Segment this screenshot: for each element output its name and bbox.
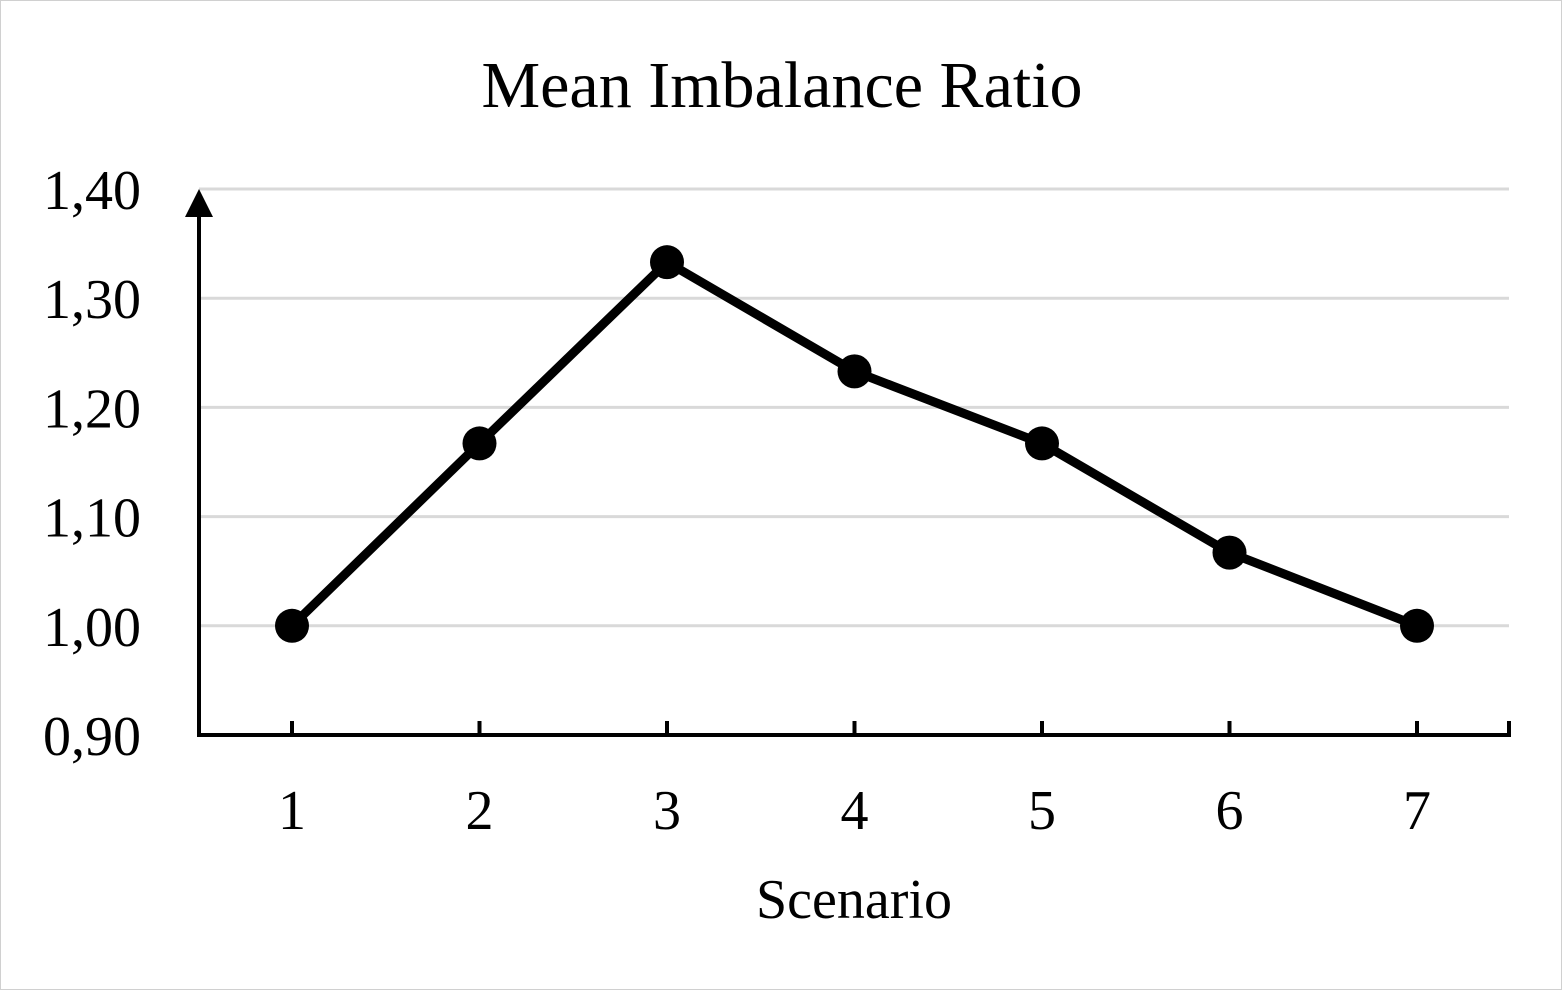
y-tick-label: 1,30 xyxy=(43,269,141,331)
data-point xyxy=(837,354,872,389)
x-tick-label: 2 xyxy=(466,780,494,842)
axes xyxy=(185,189,1511,737)
x-tick-label: 4 xyxy=(841,780,869,842)
x-tick-label: 1 xyxy=(278,780,306,842)
y-tick-label: 1,00 xyxy=(43,597,141,659)
series-line xyxy=(288,257,1419,630)
data-point xyxy=(1212,535,1247,570)
x-tick-labels: 1 2 3 4 5 6 7 xyxy=(278,780,1431,842)
y-tick-labels: 0,90 1,00 1,10 1,20 1,30 1,40 xyxy=(43,160,141,768)
data-point xyxy=(462,426,497,461)
y-axis-arrow xyxy=(185,189,213,217)
x-tick-label: 6 xyxy=(1216,780,1244,842)
x-tick-label: 3 xyxy=(653,780,681,842)
data-point xyxy=(275,608,309,643)
y-tick-label: 1,20 xyxy=(43,378,141,440)
data-point xyxy=(650,245,684,280)
y-tick-label: 0,90 xyxy=(43,706,141,768)
grid-lines xyxy=(199,187,1509,628)
data-point xyxy=(1400,608,1434,643)
chart-title: Mean Imbalance Ratio xyxy=(481,49,1082,122)
series xyxy=(275,245,1434,643)
y-tick-label: 1,10 xyxy=(43,488,141,550)
x-tick-label: 7 xyxy=(1403,780,1431,842)
x-tick-label: 5 xyxy=(1028,780,1056,842)
y-tick-label: 1,40 xyxy=(43,160,141,222)
data-point xyxy=(1025,426,1059,461)
x-axis-label: Scenario xyxy=(756,869,952,931)
